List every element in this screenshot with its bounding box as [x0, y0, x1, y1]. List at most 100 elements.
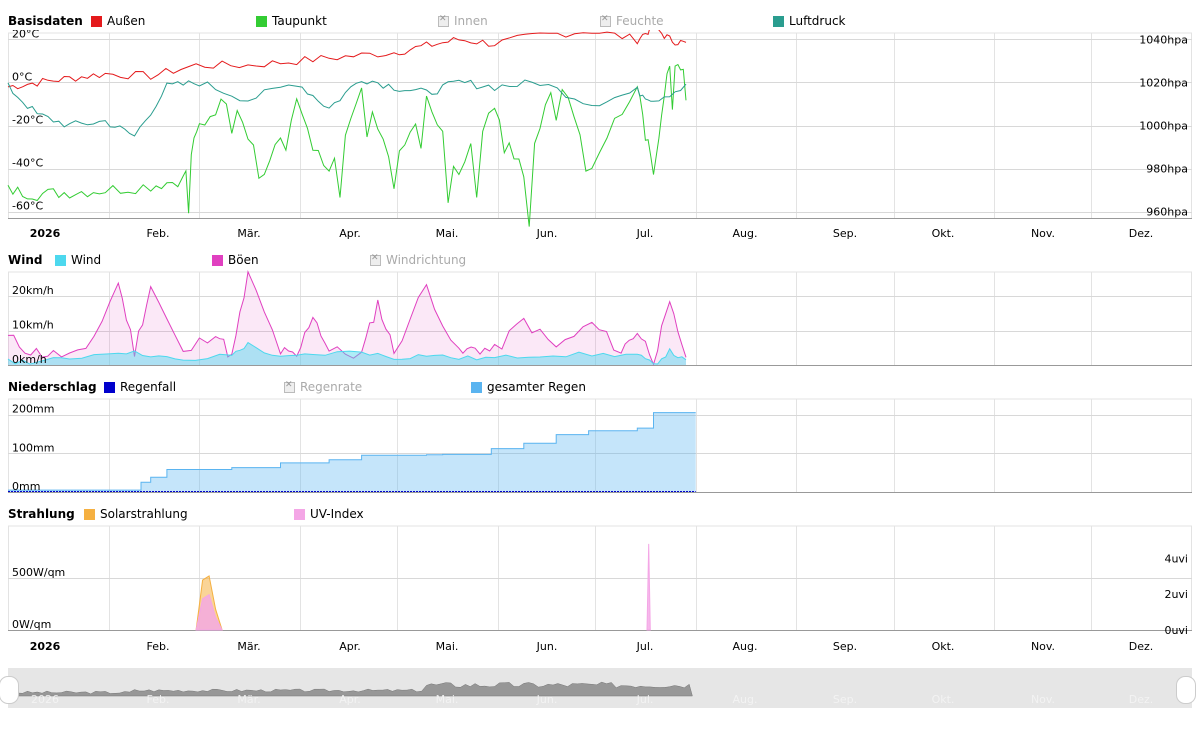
legend-item-gesamter-regen[interactable]: gesamter Regen	[471, 380, 586, 394]
x-tick-month: 2026	[30, 640, 61, 653]
legend-label: Luftdruck	[789, 14, 846, 28]
legend-item-luftdruck[interactable]: Luftdruck	[773, 14, 846, 28]
legend-label: Taupunkt	[272, 14, 327, 28]
navigator-left-handle[interactable]	[0, 676, 19, 704]
basis-chart: 20°C 0°C -20°C -40°C -60°C 1040hpa 1020hpa 1000…	[7, 30, 1192, 240]
legend-item-aussen[interactable]: Außen	[91, 14, 145, 28]
x-tick-month: Mai.	[436, 640, 459, 653]
y-tick-left: 0°C	[12, 70, 32, 83]
legend-swatch	[256, 15, 267, 27]
legend-item-uv-index[interactable]: UV-Index	[294, 507, 364, 521]
y-tick-left: 20km/h	[12, 284, 54, 297]
wind-legend: Wind Wind Böen Windrichtung	[0, 253, 1200, 269]
legend-swatch	[773, 15, 784, 27]
legend-label: gesamter Regen	[487, 380, 586, 394]
navigator-month-label: Feb.	[147, 693, 170, 706]
legend-swatch	[212, 254, 223, 266]
y-tick-left: 0mm	[12, 480, 40, 493]
x-tick-month: Jun.	[536, 227, 558, 240]
x-tick-month: Jul.	[636, 227, 654, 240]
series-area-1	[195, 593, 223, 631]
x-tick-month: Nov.	[1031, 640, 1055, 653]
solar-legend: Strahlung Solarstrahlung UV-Index	[0, 507, 1200, 523]
navigator-chart: 2026 Feb. Mär. Apr. Mai. Jun. Jul. Aug. Sep. Okt.…	[17, 681, 1154, 706]
x-tick-month: Okt.	[932, 227, 955, 240]
x-tick-month: Jun.	[536, 640, 558, 653]
legend-swatch	[104, 381, 115, 393]
y-tick-right: 1020hpa	[1139, 76, 1188, 89]
legend-swatch	[294, 508, 305, 520]
range-navigator[interactable]: 2026 Feb. Mär. Apr. Mai. Jun. Jul. Aug. Sep. Okt.…	[0, 668, 1196, 708]
x-tick-month: Dez.	[1129, 640, 1154, 653]
legend-swatch-disabled	[284, 380, 295, 393]
legend-item-feuchte[interactable]: Feuchte	[600, 14, 664, 28]
wind-chart: 20km/h 10km/h 0km/h	[7, 270, 1192, 366]
navigator-month-label: Mai.	[436, 693, 459, 706]
navigator-month-label: Apr.	[339, 693, 361, 706]
legend-label: Regenrate	[300, 380, 363, 394]
x-tick-month: Feb.	[147, 227, 170, 240]
legend-item-regenrate[interactable]: Regenrate	[284, 380, 362, 394]
y-tick-left: 0W/qm	[12, 618, 51, 631]
series-line-total-rain	[8, 412, 696, 491]
legend-label: Wind	[71, 253, 102, 267]
legend-swatch	[84, 508, 95, 520]
x-tick-month: Aug.	[733, 640, 758, 653]
x-tick-month: Sep.	[833, 640, 857, 653]
navigator-month-label: 2026	[31, 693, 59, 706]
y-tick-left: -20°C	[12, 114, 43, 127]
series-line-0	[7, 30, 687, 90]
navigator-right-handle[interactable]	[1176, 676, 1196, 704]
x-tick-month: Okt.	[932, 640, 955, 653]
rain-chart: 200mm 100mm 0mm	[8, 398, 1192, 493]
navigator-month-label: Nov.	[1031, 693, 1055, 706]
y-tick-right: 1040hpa	[1139, 33, 1188, 46]
series-area-2	[646, 543, 651, 631]
x-tick-month: Aug.	[733, 227, 758, 240]
panel-title-basis: Basisdaten	[8, 14, 83, 28]
series-area-0	[8, 271, 686, 365]
y-tick-right: 980hpa	[1146, 163, 1188, 176]
x-tick-month: Mär.	[237, 640, 260, 653]
rain-legend: Niederschlag Regenfall Regenrate gesamte…	[0, 380, 1200, 396]
y-tick-left: 100mm	[12, 441, 54, 454]
y-tick-right: 960hpa	[1146, 206, 1188, 219]
legend-label: Regenfall	[120, 380, 177, 394]
legend-item-windrichtung[interactable]: Windrichtung	[370, 253, 466, 267]
y-tick-left: 20°C	[12, 30, 39, 40]
panel-title-rain: Niederschlag	[8, 380, 97, 394]
x-tick-month: Dez.	[1129, 227, 1154, 240]
series-line-0	[7, 270, 687, 366]
legend-label: UV-Index	[310, 507, 364, 521]
x-tick-month: Feb.	[147, 640, 170, 653]
navigator-month-label: Dez.	[1129, 693, 1154, 706]
x-tick-month: Sep.	[833, 227, 857, 240]
x-tick-month: Jul.	[636, 640, 654, 653]
series-area-total-rain	[8, 412, 696, 492]
x-tick-month: Mär.	[237, 227, 260, 240]
navigator-month-label: Okt.	[932, 693, 955, 706]
navigator-month-label: Aug.	[733, 693, 758, 706]
navigator-month-label: Mär.	[237, 693, 260, 706]
legend-swatch	[471, 381, 482, 393]
y-tick-right: 1000hpa	[1139, 120, 1188, 133]
series-line-1	[7, 341, 687, 365]
y-tick-left: -40°C	[12, 157, 43, 170]
x-tick-month: Mai.	[436, 227, 459, 240]
y-tick-right: 0uvi	[1164, 624, 1188, 637]
y-tick-right: 4uvi	[1164, 552, 1188, 565]
legend-item-regenfall[interactable]: Regenfall	[104, 380, 176, 394]
legend-item-taupunkt[interactable]: Taupunkt	[256, 14, 327, 28]
y-tick-left: -60°C	[12, 200, 43, 213]
legend-item-solarstrahlung[interactable]: Solarstrahlung	[84, 507, 188, 521]
legend-item-innen[interactable]: Innen	[438, 14, 488, 28]
legend-label: Feuchte	[616, 14, 664, 28]
x-tick-month: 2026	[30, 227, 61, 240]
legend-item-wind[interactable]: Wind	[55, 253, 101, 267]
legend-label: Solarstrahlung	[100, 507, 188, 521]
legend-swatch-disabled	[370, 253, 381, 266]
legend-item-boeen[interactable]: Böen	[212, 253, 259, 267]
solar-chart: 500W/qm 0W/qm 4uvi 2uvi 0uvi 2026 Feb. Mär. Apr.…	[8, 525, 1192, 653]
y-tick-left: 0km/h	[12, 353, 47, 366]
x-tick-month: Apr.	[339, 640, 361, 653]
